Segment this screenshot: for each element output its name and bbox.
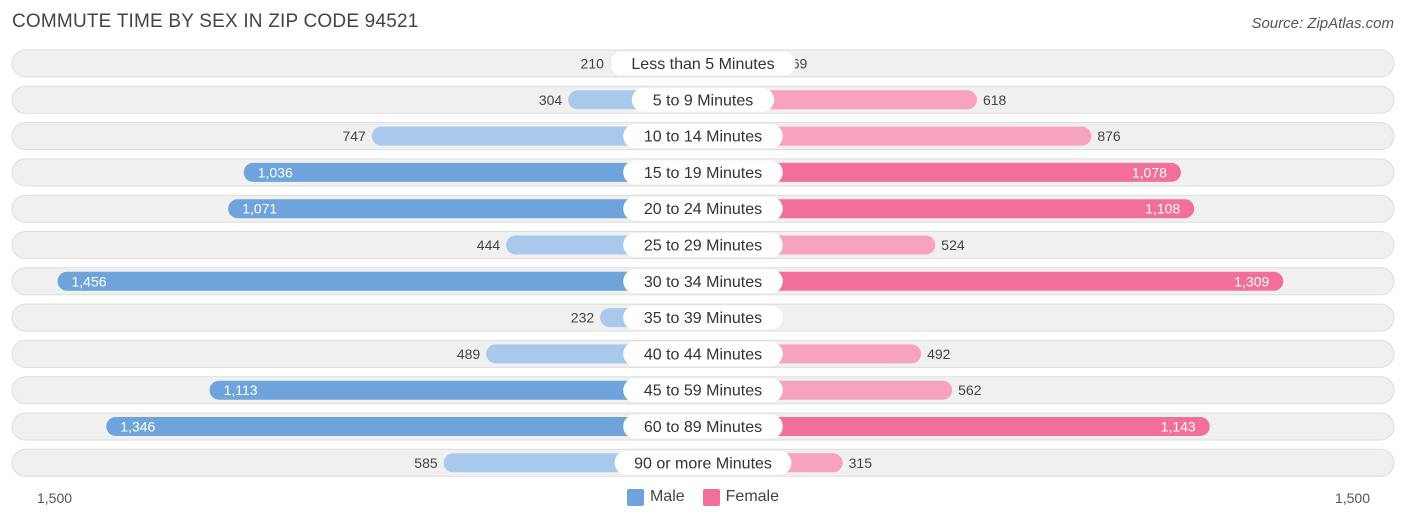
category-label: 15 to 19 Minutes bbox=[644, 165, 762, 182]
category-label-bg bbox=[623, 414, 783, 439]
chart-row: 1,036 1,078 15 to 19 Minutes bbox=[11, 158, 1395, 187]
chart-row: 1,456 1,309 30 to 34 Minutes bbox=[11, 267, 1395, 296]
value-label-male: 1,071 bbox=[242, 201, 277, 217]
value-label-female: 1,078 bbox=[1132, 164, 1167, 180]
chart-row: 747 876 10 to 14 Minutes bbox=[11, 122, 1395, 151]
value-label-female: 1,143 bbox=[1161, 419, 1196, 435]
value-label-male: 1,113 bbox=[224, 382, 258, 398]
bar-male bbox=[57, 271, 704, 291]
category-label-bg bbox=[623, 269, 783, 294]
legend-label-male: Male bbox=[649, 488, 685, 505]
category-label-bg bbox=[623, 341, 783, 366]
category-label: 40 to 44 Minutes bbox=[644, 346, 762, 363]
category-label-bg bbox=[610, 51, 796, 76]
category-label: 30 to 34 Minutes bbox=[644, 274, 762, 291]
bar-male bbox=[371, 126, 703, 146]
category-label: 10 to 14 Minutes bbox=[644, 129, 762, 146]
category-label: 90 or more Minutes bbox=[634, 455, 772, 472]
chart-row: 1,346 1,143 60 to 89 Minutes bbox=[11, 412, 1395, 441]
bar-female bbox=[703, 162, 1181, 182]
value-label-male: 585 bbox=[414, 455, 438, 471]
bar-female bbox=[703, 417, 1210, 436]
legend-label-female: Female bbox=[725, 488, 780, 505]
category-label-bg bbox=[623, 124, 783, 149]
chart-row: 444 524 25 to 29 Minutes bbox=[11, 231, 1395, 259]
value-label-male: 444 bbox=[477, 237, 501, 253]
value-label-male: 489 bbox=[457, 346, 481, 362]
legend-item-male: Male bbox=[626, 488, 685, 506]
value-label-female: 492 bbox=[927, 346, 951, 362]
source-label: Source: ZipAtlas.com bbox=[1251, 15, 1394, 32]
value-label-male: 747 bbox=[342, 128, 366, 144]
chart-row: 585 315 90 or more Minutes bbox=[11, 448, 1395, 477]
category-label-bg bbox=[623, 160, 783, 185]
bar-male bbox=[228, 199, 703, 219]
value-label-female: 618 bbox=[983, 92, 1007, 108]
bar-male bbox=[243, 162, 703, 182]
value-label-male: 1,346 bbox=[120, 419, 155, 435]
value-label-female: 562 bbox=[958, 382, 982, 398]
value-label-male: 1,456 bbox=[72, 273, 107, 289]
category-label-bg bbox=[631, 87, 775, 112]
category-label-bg bbox=[623, 378, 783, 403]
category-label-bg bbox=[623, 196, 783, 221]
value-label-male: 232 bbox=[571, 310, 595, 326]
category-label: 5 to 9 Minutes bbox=[653, 92, 754, 109]
legend-swatch-male bbox=[626, 488, 644, 506]
value-label-female: 1,309 bbox=[1234, 273, 1269, 289]
category-label: 35 to 39 Minutes bbox=[644, 310, 762, 327]
legend-swatch-female bbox=[702, 488, 720, 506]
bar-male bbox=[106, 417, 704, 436]
value-label-female: 876 bbox=[1097, 128, 1121, 144]
category-label: 60 to 89 Minutes bbox=[644, 419, 762, 436]
category-label-bg bbox=[623, 305, 783, 330]
legend-item-female: Female bbox=[702, 488, 780, 506]
chart-row: 210169Less than 5 Minutes bbox=[11, 49, 1395, 78]
chart-row: 304 618 5 to 9 Minutes bbox=[11, 85, 1395, 114]
bar-male bbox=[209, 380, 703, 400]
category-label: 25 to 29 Minutes bbox=[644, 238, 762, 255]
category-label-bg bbox=[614, 450, 792, 475]
category-label: 45 to 59 Minutes bbox=[644, 383, 762, 400]
chart-row: 1,113 562 45 to 59 Minutes bbox=[11, 376, 1395, 405]
chart-row: 489 492 40 to 44 Minutes bbox=[11, 339, 1395, 368]
axis-label-right: 1,500 bbox=[1334, 490, 1370, 506]
value-label-male: 1,036 bbox=[258, 164, 293, 180]
chart-title: COMMUTE TIME BY SEX IN ZIP CODE 94521 bbox=[12, 11, 419, 32]
bar-female bbox=[703, 271, 1284, 291]
value-label-male: 210 bbox=[581, 56, 605, 72]
bar-female bbox=[703, 199, 1195, 219]
category-label-bg bbox=[623, 233, 783, 257]
bar-female bbox=[703, 126, 1092, 146]
category-label: 20 to 24 Minutes bbox=[644, 201, 762, 218]
value-label-female: 1,108 bbox=[1145, 201, 1180, 217]
legend: Male Female bbox=[0, 488, 1406, 506]
chart-row: 1,071 1,108 20 to 24 Minutes bbox=[11, 194, 1395, 223]
value-label-female: 315 bbox=[849, 455, 873, 471]
value-label-female: 524 bbox=[941, 237, 965, 253]
category-label: Less than 5 Minutes bbox=[631, 56, 774, 73]
axis-label-left: 1,500 bbox=[37, 490, 73, 506]
value-label-male: 304 bbox=[539, 92, 563, 108]
chart-row: 2329235 to 39 Minutes bbox=[11, 303, 1395, 332]
